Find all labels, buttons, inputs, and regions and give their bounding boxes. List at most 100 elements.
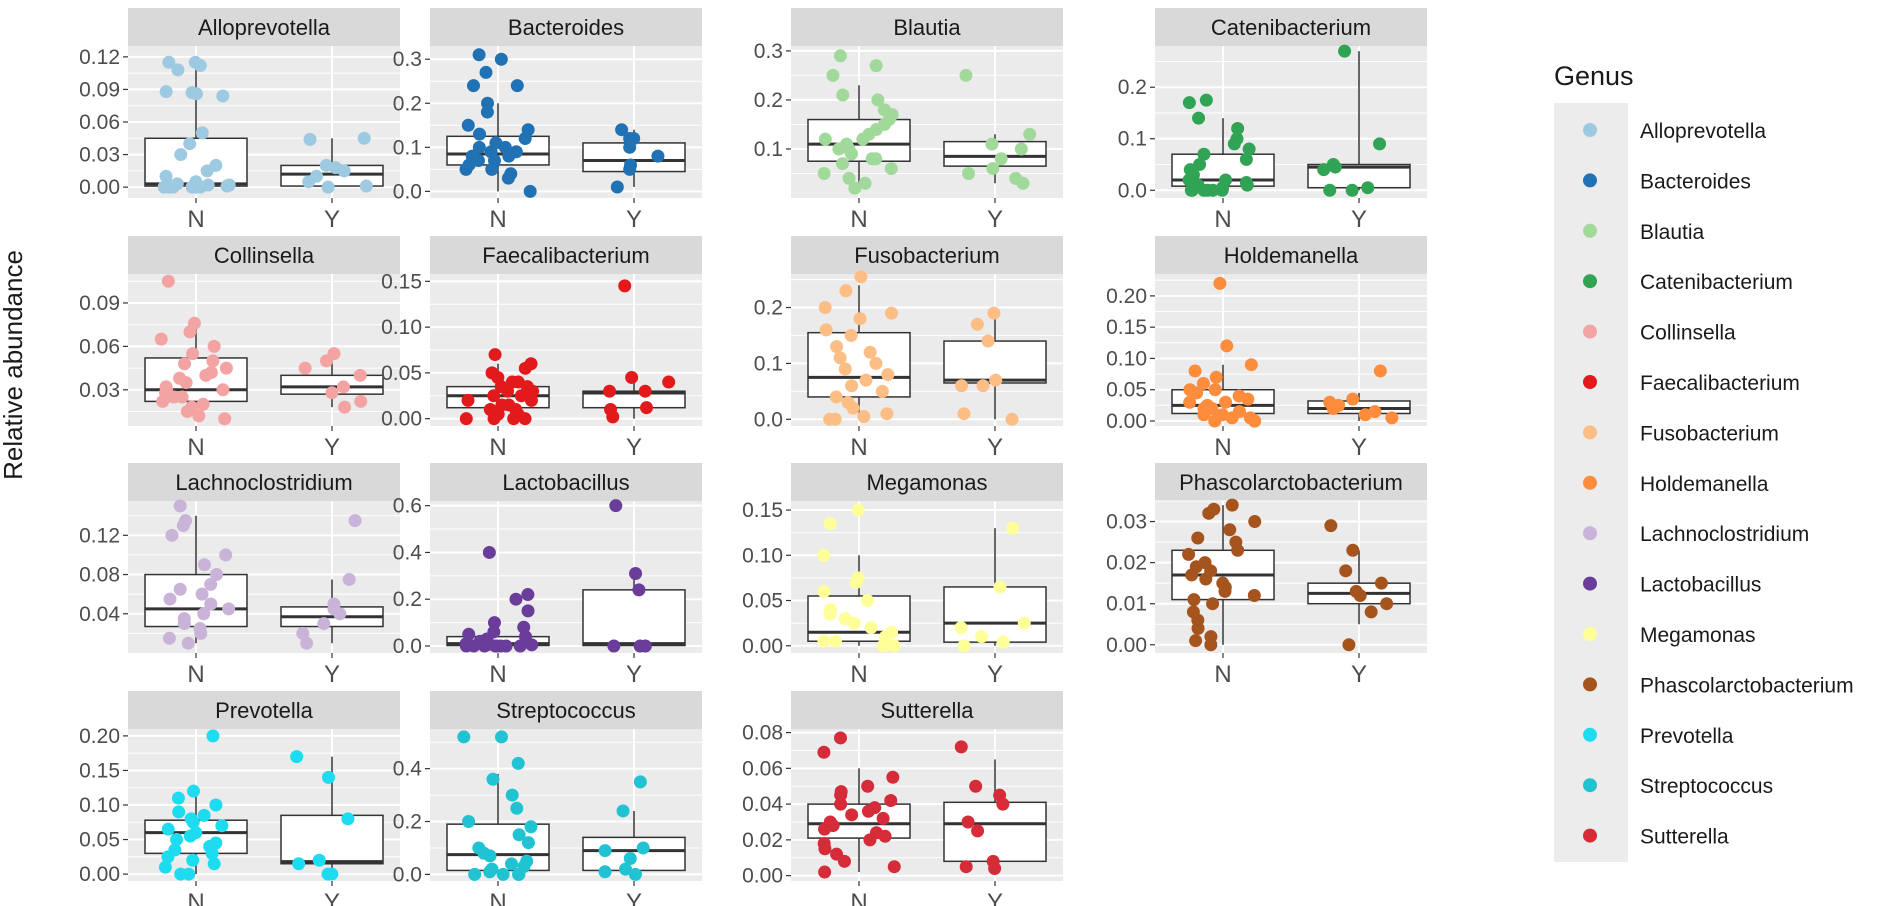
point-N [1202, 506, 1216, 520]
panel-lachnoclostridium: Lachnoclostridium 0.04 0.08 0.12 N Y [79, 463, 400, 688]
point-N [171, 63, 185, 77]
panel-bacteroides: Bacteroides 0.0 0.1 0.2 0.3 N Y [393, 8, 702, 233]
x-tick-label-N: N [187, 434, 204, 461]
strip-title-catenibacterium: Catenibacterium [1211, 15, 1371, 40]
x-tick-label-Y: Y [626, 661, 642, 688]
point-N [501, 171, 515, 185]
point-N [1188, 364, 1202, 378]
point-Y [1345, 183, 1359, 197]
point-N [1182, 547, 1196, 561]
x-tick-label-N: N [187, 661, 204, 688]
point-N [829, 390, 843, 404]
point-Y [357, 131, 371, 145]
point-Y [319, 354, 333, 368]
point-Y [957, 407, 971, 421]
point-N [222, 178, 236, 192]
point-N [1196, 376, 1210, 390]
point-Y [615, 123, 629, 137]
point-N [183, 829, 197, 843]
point-N [171, 791, 185, 805]
point-N [510, 801, 524, 815]
point-N [204, 597, 218, 611]
point-Y [623, 162, 637, 176]
point-Y [954, 621, 968, 635]
point-Y [1346, 543, 1360, 557]
y-tick-label: 0.06 [742, 757, 783, 780]
point-N [483, 865, 497, 879]
point-Y [603, 384, 617, 398]
legend-label-fusobacterium: Fusobacterium [1640, 422, 1779, 445]
point-Y [1014, 142, 1028, 156]
x-tick-label-Y: Y [324, 889, 340, 906]
y-tick-label: 0.15 [742, 499, 783, 522]
point-N [817, 548, 831, 562]
point-N [219, 361, 233, 375]
point-Y [1016, 176, 1030, 190]
point-N [197, 558, 211, 572]
strip-title-phascolarctobacterium: Phascolarctobacterium [1179, 470, 1403, 495]
point-N [1182, 96, 1196, 110]
point-N [887, 639, 901, 653]
y-tick-label: 0.09 [79, 78, 120, 101]
box-N [144, 573, 248, 628]
point-N [485, 162, 499, 176]
strip-streptococcus [430, 691, 702, 729]
y-tick-label: 0.0 [393, 863, 422, 886]
point-Y [1328, 160, 1342, 174]
point-Y [609, 499, 623, 513]
point-N [193, 59, 207, 73]
point-Y [1006, 521, 1020, 535]
point-N [216, 89, 230, 103]
y-tick-label: 0.20 [79, 725, 120, 748]
point-N [518, 361, 532, 375]
point-N [1197, 183, 1211, 197]
point-N [501, 384, 515, 398]
point-N [176, 519, 190, 533]
legend-label-lactobacillus: Lactobacillus [1640, 574, 1761, 597]
x-tick-label-Y: Y [987, 206, 1003, 233]
x-tick-label-N: N [489, 661, 506, 688]
point-Y [618, 279, 632, 293]
point-N [849, 575, 863, 589]
point-Y [1023, 127, 1037, 141]
point-Y [651, 149, 665, 163]
panel-megamonas: Megamonas 0.00 0.05 0.10 0.15 N Y [742, 463, 1063, 688]
point-N [477, 639, 491, 653]
point-N [457, 730, 471, 744]
point-N [1189, 634, 1203, 648]
point-N [187, 784, 201, 798]
point-N [834, 797, 848, 811]
box-N [807, 331, 911, 398]
point-N [818, 132, 832, 146]
point-N [196, 397, 210, 411]
point-N [1248, 515, 1262, 529]
point-N [194, 626, 208, 640]
y-tick-label: 0.3 [754, 40, 783, 63]
panel-sutterella: Sutterella 0.00 0.02 0.04 0.06 0.08 N Y [742, 691, 1063, 906]
point-Y [970, 317, 984, 331]
point-Y [975, 630, 989, 644]
box-N [446, 135, 550, 166]
strip-title-faecalibacterium: Faecalibacterium [482, 243, 650, 268]
point-N [521, 604, 535, 618]
y-tick-label: 0.10 [1106, 347, 1147, 370]
x-tick-label-N: N [850, 434, 867, 461]
point-N [487, 389, 501, 403]
point-N [837, 854, 851, 868]
point-N [819, 323, 833, 337]
y-tick-label: 0.10 [79, 794, 120, 817]
x-tick-label-Y: Y [626, 434, 642, 461]
point-N [513, 639, 527, 653]
y-tick-label: 0.1 [754, 352, 783, 375]
box-Y [943, 801, 1047, 863]
point-N [1240, 178, 1254, 192]
point-N [823, 607, 837, 621]
point-N [1208, 414, 1222, 428]
point-N [881, 368, 895, 382]
strip-faecalibacterium [430, 236, 702, 274]
point-Y [1326, 401, 1340, 415]
point-Y [598, 865, 612, 879]
y-tick-label: 0.05 [79, 829, 120, 852]
point-N [847, 616, 861, 630]
y-tick-label: 0.1 [393, 136, 422, 159]
